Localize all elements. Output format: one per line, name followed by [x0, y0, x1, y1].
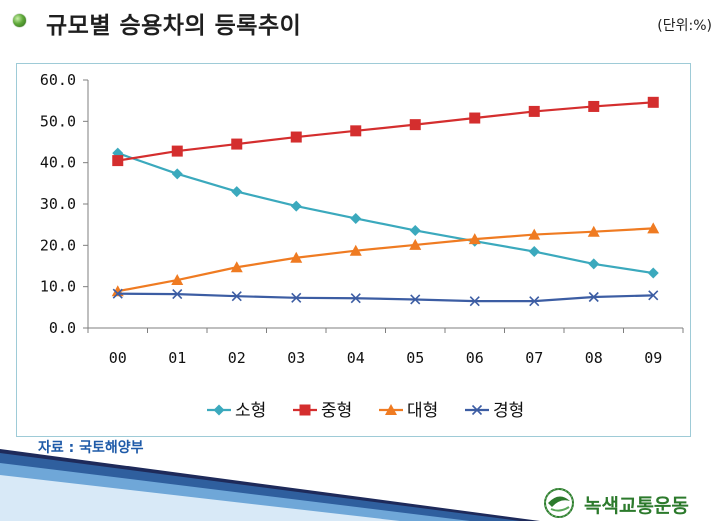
- page-title: 규모별 승용차의 등록추이: [46, 13, 302, 39]
- data-point-compact: [529, 296, 540, 307]
- data-point-large: [528, 228, 541, 240]
- data-point-large: [468, 233, 481, 245]
- x-tick-label: 09: [644, 349, 662, 367]
- data-point-large: [409, 238, 422, 250]
- x-tick-label: 04: [347, 349, 365, 367]
- data-point-medium: [528, 105, 540, 117]
- x-tick-label: 03: [287, 349, 305, 367]
- x-tick-label: 01: [168, 349, 186, 367]
- data-point-compact: [410, 294, 421, 305]
- decorative-swoosh: [0, 449, 540, 521]
- legend-marker-compact: [471, 404, 483, 416]
- data-point-compact: [350, 293, 361, 304]
- legend-label-large: 대형: [407, 401, 438, 421]
- legend-label-compact: 경형: [493, 401, 524, 421]
- globe-leaf-icon: [544, 488, 574, 518]
- logo: 녹색교통운동: [542, 487, 718, 519]
- x-tick-label: 02: [228, 349, 246, 367]
- data-point-small: [647, 267, 659, 279]
- data-point-large: [290, 251, 303, 263]
- series-line-compact: [117, 292, 654, 303]
- legend-item-medium: 중형: [293, 401, 352, 421]
- chart-frame: 0.0 10.0 20.0 30.0 40.0 50.0 60.0 00 01 02 03 04 05 0…: [16, 63, 691, 437]
- y-tick-label: 60.0: [40, 71, 76, 89]
- data-point-small: [588, 258, 600, 270]
- x-tick-label: 07: [525, 349, 543, 367]
- legend-label-small: 소형: [235, 401, 266, 421]
- y-tick-label: 10.0: [40, 278, 76, 296]
- data-point-large: [349, 244, 362, 256]
- data-point-large: [171, 274, 184, 286]
- data-point-medium: [171, 145, 183, 157]
- data-point-large: [230, 261, 243, 273]
- data-point-medium: [231, 138, 243, 150]
- data-point-compact: [291, 292, 302, 303]
- line-chart: 0.0 10.0 20.0 30.0 40.0 50.0 60.0 00 01 02 03 04 05 0…: [40, 71, 684, 421]
- data-point-compact: [588, 291, 599, 303]
- y-tick-label: 50.0: [40, 112, 76, 130]
- unit-label: (단위:%): [657, 18, 712, 34]
- x-tick-label: 00: [109, 349, 127, 367]
- data-point-small: [290, 200, 302, 212]
- x-tick-label: 05: [406, 349, 424, 367]
- series-line-small: [117, 152, 654, 275]
- title-bullet-icon: [13, 14, 26, 27]
- data-point-compact: [172, 289, 183, 300]
- data-point-medium: [469, 112, 481, 124]
- data-point-medium: [588, 100, 600, 112]
- legend-marker-small: [213, 404, 225, 416]
- logo-text: 녹색교통운동: [584, 495, 689, 517]
- data-point-compact: [469, 296, 480, 307]
- legend-label-medium: 중형: [321, 401, 352, 421]
- y-tick-label: 0.0: [49, 319, 76, 337]
- data-point-large: [587, 225, 600, 237]
- legend-item-compact: 경형: [465, 401, 524, 421]
- data-point-medium: [112, 155, 124, 167]
- source-note: 자료 : 국토해양부: [38, 440, 144, 456]
- data-point-compact: [231, 291, 242, 302]
- data-point-small: [171, 168, 183, 180]
- y-tick-label: 40.0: [40, 154, 76, 172]
- series-line-large: [117, 227, 654, 293]
- y-tick-label: 30.0: [40, 195, 76, 213]
- data-point-medium: [647, 96, 659, 108]
- series-line-medium: [117, 101, 654, 162]
- data-point-compact: [648, 290, 659, 301]
- legend-marker-large: [385, 404, 397, 415]
- data-point-medium: [350, 125, 362, 137]
- data-point-small: [409, 224, 421, 236]
- x-tick-label: 06: [466, 349, 484, 367]
- data-point-small: [231, 186, 243, 198]
- data-point-medium: [290, 131, 302, 143]
- data-point-small: [350, 212, 362, 224]
- data-point-large: [647, 222, 660, 234]
- y-tick-label: 20.0: [40, 236, 76, 254]
- legend-item-small: 소형: [207, 401, 266, 421]
- legend-item-large: 대형: [379, 401, 438, 421]
- legend-marker-medium: [299, 404, 311, 416]
- data-point-compact: [112, 288, 123, 299]
- data-point-medium: [409, 119, 421, 131]
- x-tick-label: 08: [585, 349, 603, 367]
- data-point-small: [528, 246, 540, 258]
